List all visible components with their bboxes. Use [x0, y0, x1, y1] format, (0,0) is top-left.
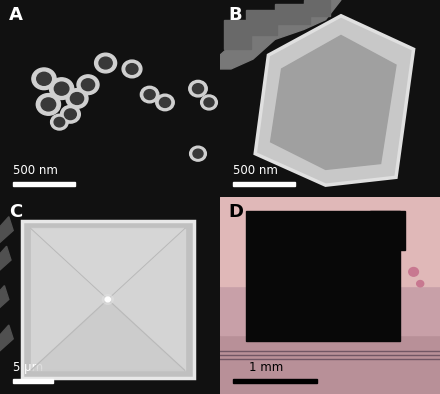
Polygon shape [246, 211, 400, 341]
Bar [220, 197, 440, 286]
Circle shape [65, 109, 77, 120]
Bar [233, 182, 295, 186]
Circle shape [95, 53, 117, 73]
Circle shape [190, 146, 206, 161]
Bar [220, 335, 440, 394]
Circle shape [37, 72, 51, 85]
Text: D: D [229, 203, 244, 221]
Circle shape [41, 98, 56, 111]
Circle shape [32, 68, 56, 90]
Polygon shape [0, 246, 11, 276]
Circle shape [201, 95, 217, 110]
Polygon shape [22, 221, 194, 378]
Circle shape [409, 268, 418, 276]
Circle shape [122, 60, 142, 78]
Bar [13, 379, 53, 383]
Circle shape [192, 84, 204, 94]
Polygon shape [0, 325, 13, 355]
Circle shape [70, 93, 84, 104]
Bar [304, 0, 330, 16]
Polygon shape [31, 229, 185, 370]
Circle shape [99, 57, 112, 69]
Polygon shape [31, 229, 185, 299]
Polygon shape [220, 0, 341, 69]
Bar [13, 182, 75, 186]
Text: 500 nm: 500 nm [13, 164, 58, 177]
Circle shape [105, 297, 110, 302]
Text: C: C [9, 203, 22, 221]
Text: 500 nm: 500 nm [233, 164, 278, 177]
Bar [275, 4, 310, 24]
Polygon shape [0, 217, 13, 246]
Circle shape [77, 75, 99, 95]
Polygon shape [31, 299, 185, 370]
Polygon shape [0, 286, 9, 315]
Circle shape [159, 97, 171, 108]
Circle shape [144, 89, 155, 100]
Circle shape [51, 114, 68, 130]
Bar [246, 10, 277, 35]
Circle shape [61, 105, 81, 123]
Circle shape [81, 79, 95, 91]
Circle shape [156, 94, 174, 111]
Circle shape [126, 63, 138, 74]
Circle shape [417, 281, 424, 287]
Text: 1 mm: 1 mm [249, 361, 283, 374]
Bar [220, 286, 440, 335]
Polygon shape [255, 16, 414, 185]
Text: 5 μm: 5 μm [13, 361, 43, 374]
Polygon shape [370, 211, 405, 250]
Circle shape [36, 94, 61, 115]
Circle shape [66, 89, 88, 108]
Circle shape [55, 82, 69, 95]
Text: A: A [9, 6, 23, 24]
Text: B: B [229, 6, 242, 24]
Bar [233, 379, 317, 383]
Circle shape [50, 78, 74, 99]
Circle shape [102, 295, 114, 304]
Polygon shape [271, 35, 396, 169]
Circle shape [204, 98, 214, 107]
Circle shape [193, 149, 203, 158]
Circle shape [140, 86, 159, 103]
Circle shape [189, 80, 207, 97]
Circle shape [54, 117, 65, 127]
Bar [224, 20, 251, 49]
